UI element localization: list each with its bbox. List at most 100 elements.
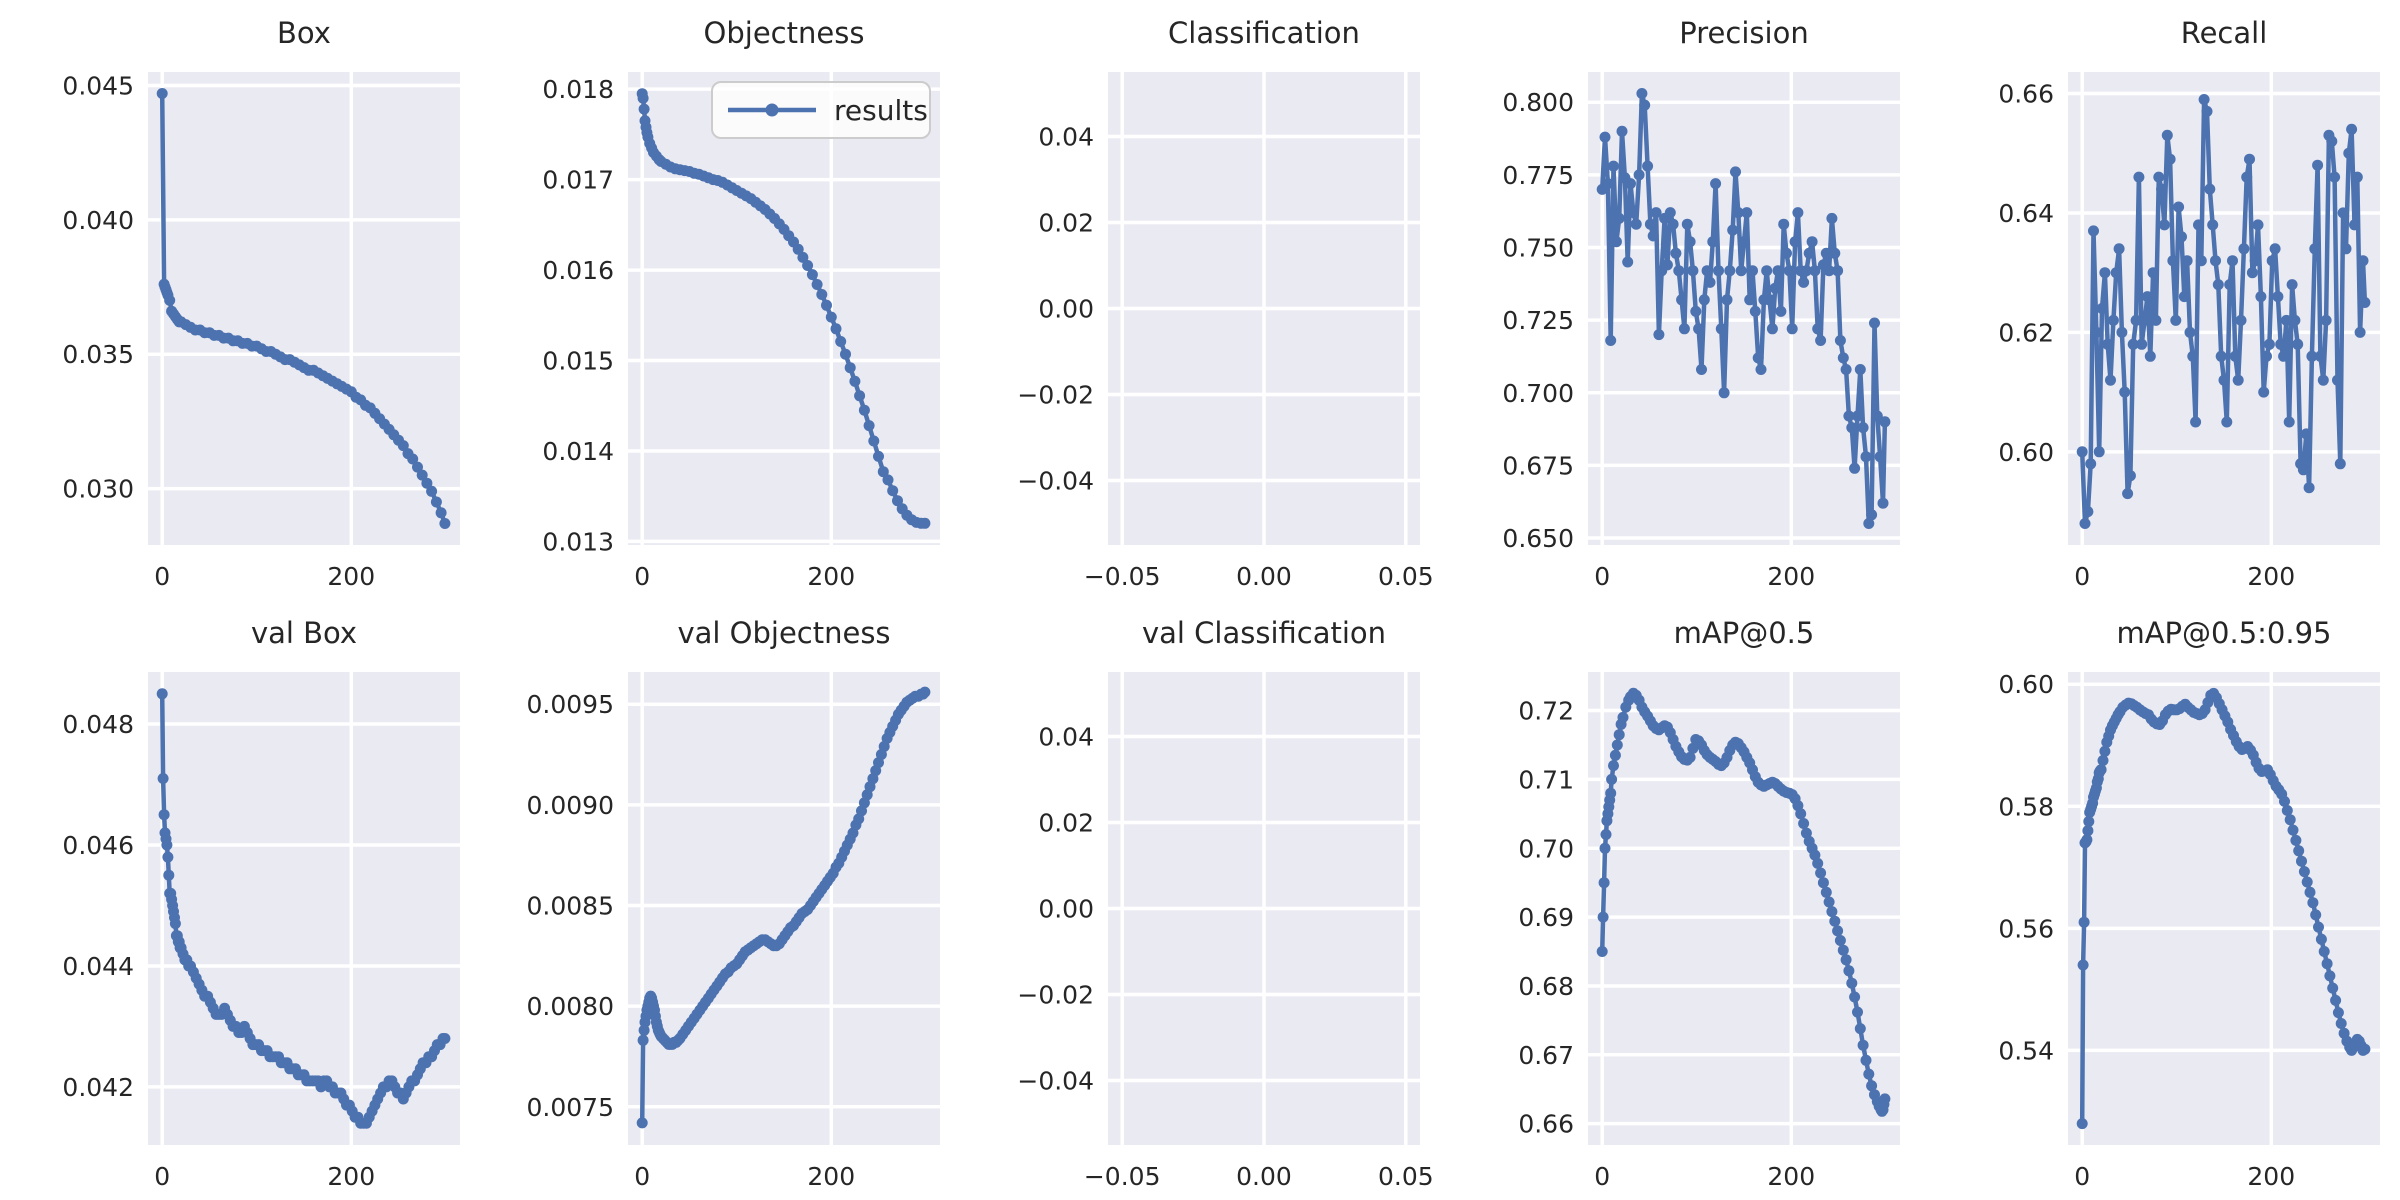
x-tick-label: 0 [2074,562,2090,591]
tick-labels: 0.0075 0.0080 0.0085 0.0090 0.0095 0 200 [527,690,856,1191]
y-tick-label: 0.040 [62,206,134,235]
axes-background [1588,72,1900,545]
tick-labels: 0.042 0.044 0.046 0.048 0 200 [62,710,375,1191]
y-tick-label: 0.64 [1998,199,2054,228]
gridlines [148,72,460,545]
x-tick-label: 0 [154,1162,170,1191]
x-tick-label: 0.05 [1378,1162,1434,1191]
y-tick-label: 0.030 [62,475,134,504]
x-tick-label: 0 [634,1162,650,1191]
tick-labels: 0.66 0.67 0.68 0.69 0.70 0.71 0.72 0 200 [1518,697,1815,1191]
val-objectness-chart-canvas: 0.0075 0.0080 0.0085 0.0090 0.0095 0 200 [527,672,940,1191]
y-tick-label: 0.725 [1502,306,1574,335]
subplot-classification: Classification −0.04 −0.02 0.00 0.02 0.04 −0.… [960,0,1440,600]
y-tick-label: −0.04 [1017,467,1094,496]
subplot-title: val Classification [1141,616,1387,650]
map05-chart-canvas: 0.66 0.67 0.68 0.69 0.70 0.71 0.72 0 200 [1518,672,1900,1191]
y-tick-label: 0.015 [542,347,614,376]
y-tick-label: 0.58 [1998,792,2054,821]
tick-labels: 0.013 0.014 0.015 0.016 0.017 0.018 0 200 [542,75,855,591]
series-results [1596,687,1891,1117]
map05095-chart-canvas: 0.54 0.56 0.58 0.60 0 200 [1998,670,2380,1191]
subplot-recall: Recall 0.60 0.62 0.64 0.66 0 200 [1920,0,2400,600]
y-tick-label: 0.0090 [527,791,614,820]
subplot-title: Classification [1168,16,1360,50]
y-tick-label: 0.750 [1502,233,1574,262]
x-tick-label: 200 [1767,1162,1815,1191]
subplot-title: val Box [250,616,358,650]
y-tick-label: 0.0080 [527,992,614,1021]
y-tick-label: 0.54 [1998,1036,2054,1065]
subplot-map05095: mAP@0.5:0.95 0.54 0.56 0.58 0.60 0 200 [1920,600,2400,1200]
y-tick-label: 0.00 [1038,295,1094,324]
y-tick-label: 0.04 [1038,123,1094,152]
series-results [2076,94,2371,529]
y-tick-label: 0.00 [1038,895,1094,924]
y-tick-label: 0.67 [1518,1041,1574,1070]
tick-labels: 0.60 0.62 0.64 0.66 0 200 [1998,80,2295,592]
series-results [2076,687,2371,1130]
y-tick-label: 0.650 [1502,524,1574,553]
y-tick-label: 0.0085 [527,891,614,920]
x-tick-label: 0.05 [1378,562,1434,591]
axes-background [148,72,460,545]
subplot-title: val Objectness [677,616,891,650]
subplot-title: Objectness [703,16,865,50]
subplot-val-classification: val Classification −0.04 −0.02 0.00 0.02 0.0… [960,600,1440,1200]
y-tick-label: 0.042 [62,1073,134,1102]
x-tick-label: 200 [327,562,375,591]
y-tick-label: 0.02 [1038,209,1094,238]
y-tick-label: 0.56 [1998,914,2054,943]
y-tick-label: 0.0095 [527,690,614,719]
subplot-val-objectness: val Objectness 0.0075 0.0080 0.0085 0.0090 0… [480,600,960,1200]
x-tick-label: 0.00 [1236,562,1292,591]
x-tick-label: 200 [807,562,855,591]
y-tick-label: 0.700 [1502,379,1574,408]
series-results [636,88,931,529]
subplot-title: Precision [1679,16,1809,50]
gridlines [1108,72,1420,545]
tick-labels: 0.030 0.035 0.040 0.045 0 200 [62,71,375,591]
series-results [636,686,931,1129]
y-tick-label: −0.02 [1017,381,1094,410]
y-tick-label: 0.72 [1518,697,1574,726]
precision-chart-canvas: 0.650 0.675 0.700 0.725 0.750 0.775 0.800 0 200 [1502,72,1900,591]
subplot-map05: mAP@0.5 0.66 0.67 0.68 0.69 0.70 0.71 0.72 0 200 [1440,600,1920,1200]
tick-labels: −0.04 −0.02 0.00 0.02 0.04 −0.05 0.00 0.05 [1017,723,1433,1192]
subplot-title: mAP@0.5 [1673,616,1815,650]
classification-chart-canvas: −0.04 −0.02 0.00 0.02 0.04 −0.05 0.00 0.05 [1017,72,1434,591]
y-tick-label: 0.048 [62,710,134,739]
gridlines [1108,672,1420,1145]
subplot-precision: Precision 0.650 0.675 0.700 0.725 0.750 0.775… [1440,0,1920,600]
y-tick-label: 0.66 [1518,1110,1574,1139]
y-tick-label: 0.045 [62,71,134,100]
subplot-val-box: val Box 0.042 0.044 0.046 0.048 0 200 [0,600,480,1200]
val-box-chart-canvas: 0.042 0.044 0.046 0.048 0 200 [62,672,460,1191]
gridlines [628,72,940,545]
y-tick-label: 0.69 [1518,903,1574,932]
subplot-title: mAP@0.5:0.95 [2116,616,2332,650]
y-tick-label: 0.62 [1998,318,2054,347]
x-tick-label: 0 [154,562,170,591]
y-tick-label: 0.046 [62,831,134,860]
legend: results [711,81,931,139]
y-tick-label: −0.04 [1017,1067,1094,1096]
x-tick-label: 200 [327,1162,375,1191]
recall-chart-canvas: 0.60 0.62 0.64 0.66 0 200 [1998,72,2380,592]
y-tick-label: −0.02 [1017,981,1094,1010]
subplot-objectness: Objectness 0.013 0.014 0.015 0.016 0.017 0.01… [480,0,960,600]
x-tick-label: 200 [2247,562,2295,591]
axes-background [628,72,940,545]
x-tick-label: 200 [2247,1162,2295,1191]
y-tick-label: 0.016 [542,256,614,285]
x-tick-label: 200 [807,1162,855,1191]
y-tick-label: 0.014 [542,437,614,466]
x-tick-label: 200 [1767,562,1815,591]
x-tick-label: 0 [1594,1162,1610,1191]
series-results [156,88,451,529]
val-classification-chart-canvas: −0.04 −0.02 0.00 0.02 0.04 −0.05 0.00 0.05 [1017,672,1434,1192]
y-tick-label: 0.02 [1038,809,1094,838]
axes-background [1588,672,1900,1145]
y-tick-label: 0.04 [1038,723,1094,752]
